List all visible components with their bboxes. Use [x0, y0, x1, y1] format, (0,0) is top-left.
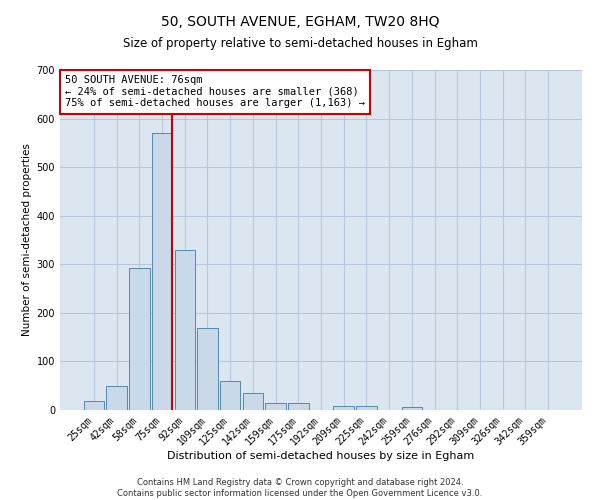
- Bar: [220, 381, 241, 410]
- Bar: [84, 402, 104, 410]
- Text: 50, SOUTH AVENUE, EGHAM, TW20 8HQ: 50, SOUTH AVENUE, EGHAM, TW20 8HQ: [161, 15, 439, 29]
- X-axis label: Distribution of semi-detached houses by size in Egham: Distribution of semi-detached houses by …: [167, 451, 475, 461]
- Bar: [288, 403, 308, 410]
- Bar: [175, 250, 195, 410]
- Bar: [197, 328, 218, 410]
- Bar: [401, 407, 422, 410]
- Text: 50 SOUTH AVENUE: 76sqm
← 24% of semi-detached houses are smaller (368)
75% of se: 50 SOUTH AVENUE: 76sqm ← 24% of semi-det…: [65, 75, 365, 108]
- Bar: [265, 402, 286, 410]
- Bar: [356, 406, 377, 410]
- Bar: [152, 133, 172, 410]
- Text: Size of property relative to semi-detached houses in Egham: Size of property relative to semi-detach…: [122, 38, 478, 51]
- Text: Contains HM Land Registry data © Crown copyright and database right 2024.
Contai: Contains HM Land Registry data © Crown c…: [118, 478, 482, 498]
- Bar: [106, 386, 127, 410]
- Y-axis label: Number of semi-detached properties: Number of semi-detached properties: [22, 144, 32, 336]
- Bar: [129, 268, 149, 410]
- Bar: [242, 393, 263, 410]
- Bar: [334, 406, 354, 410]
